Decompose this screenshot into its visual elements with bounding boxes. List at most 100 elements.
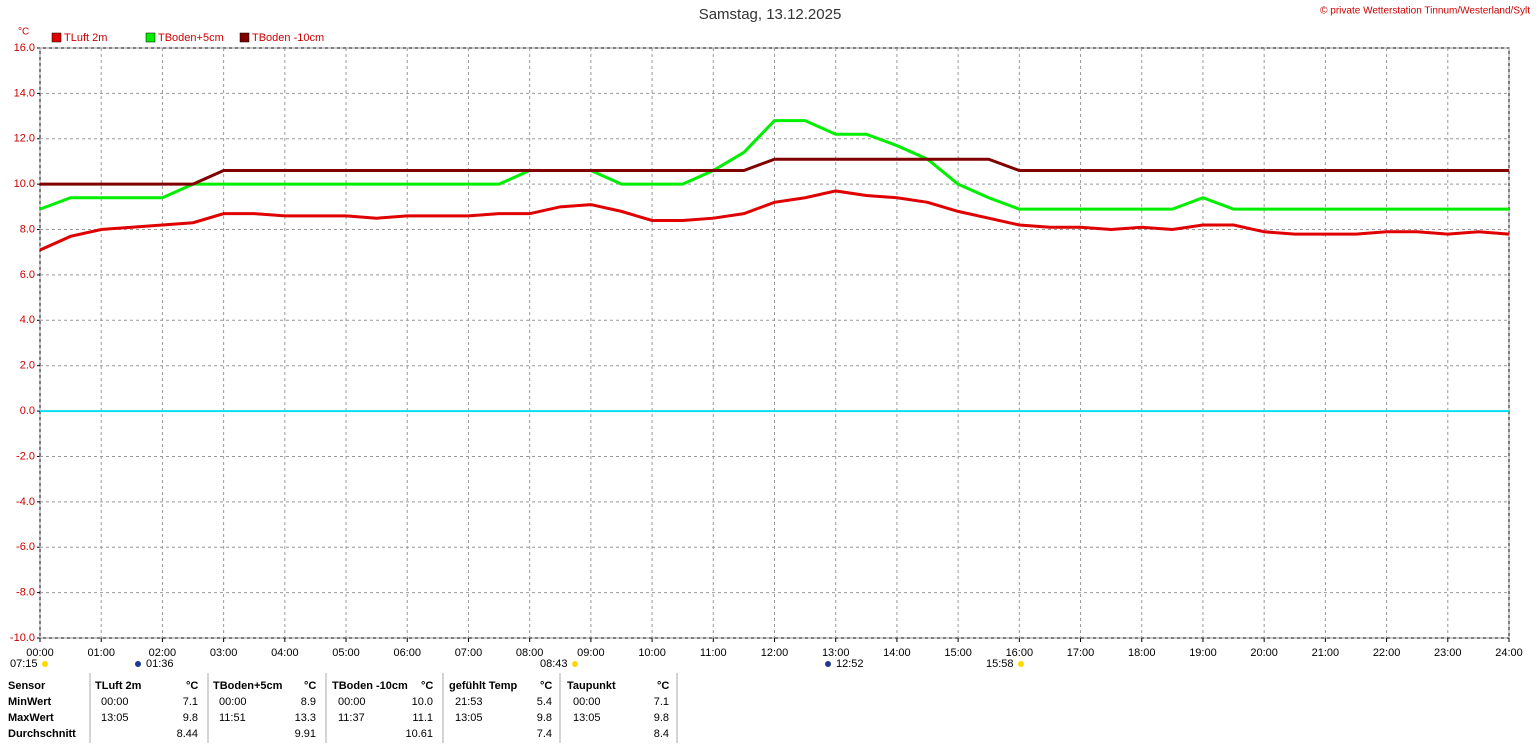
x-tick-label: 13:00: [822, 647, 850, 659]
table-cell: 9.8: [654, 712, 669, 724]
table-cell: 9.8: [183, 712, 198, 724]
x-tick-label: 21:00: [1312, 647, 1340, 659]
sun-icon: [572, 661, 578, 667]
table-header: °C: [304, 680, 316, 692]
table-header: TLuft 2m: [95, 680, 142, 692]
sun-annotation: 15:58: [986, 658, 1014, 670]
table-cell: 10.0: [412, 696, 433, 708]
x-tick-label: 17:00: [1067, 647, 1095, 659]
x-tick-label: 10:00: [638, 647, 666, 659]
chart-title: Samstag, 13.12.2025: [699, 6, 842, 23]
sun-icon: [825, 661, 831, 667]
y-tick-label: 10.0: [14, 178, 35, 190]
y-tick-label: 12.0: [14, 133, 35, 145]
legend-label: TBoden -10cm: [252, 32, 324, 44]
table-cell: 7.4: [537, 728, 552, 740]
table-cell: 10.61: [405, 728, 433, 740]
table-cell: 13:05: [101, 712, 129, 724]
x-tick-label: 04:00: [271, 647, 299, 659]
sun-annotation: 07:15: [10, 658, 38, 670]
legend-swatch: [51, 32, 62, 43]
table-cell: 9.91: [295, 728, 316, 740]
sun-annotation: 12:52: [836, 658, 864, 670]
series-line: [39, 119, 1509, 211]
x-tick-label: 12:00: [761, 647, 789, 659]
x-tick-label: 06:00: [393, 647, 421, 659]
x-tick-label: 05:00: [332, 647, 360, 659]
sun-annotation: 01:36: [146, 658, 174, 670]
series-line: [40, 157, 1509, 186]
x-tick-label: 03:00: [210, 647, 238, 659]
x-tick-label: 24:00: [1495, 647, 1523, 659]
x-tick-label: 16:00: [1006, 647, 1034, 659]
x-tick-label: 14:00: [883, 647, 911, 659]
legend-swatch: [145, 32, 156, 43]
y-tick-label: 0.0: [20, 405, 35, 417]
sun-icon: [42, 661, 48, 667]
table-cell: 00:00: [101, 696, 129, 708]
y-tick-label: 8.0: [20, 223, 35, 235]
table-header: Taupunkt: [567, 680, 616, 692]
table-cell: 8.44: [177, 728, 198, 740]
x-tick-label: 02:00: [149, 647, 177, 659]
table-header: gefühlt Temp: [449, 680, 518, 692]
row-label: Durchschnitt: [8, 728, 76, 740]
table-cell: 7.1: [654, 696, 669, 708]
x-tick-label: 08:00: [516, 647, 544, 659]
table-cell: 5.4: [537, 696, 552, 708]
y-tick-label: 4.0: [20, 314, 35, 326]
x-tick-label: 23:00: [1434, 647, 1462, 659]
table-header: °C: [186, 680, 198, 692]
x-tick-label: 00:00: [26, 647, 54, 659]
row-label: MinWert: [8, 696, 52, 708]
sun-icon: [1018, 661, 1024, 667]
legend-swatch: [239, 32, 250, 43]
y-tick-label: 6.0: [20, 269, 35, 281]
table-cell: 00:00: [338, 696, 366, 708]
table-header: °C: [657, 680, 669, 692]
x-tick-label: 20:00: [1250, 647, 1278, 659]
table-cell: 13:05: [573, 712, 601, 724]
y-tick-label: -8.0: [16, 587, 35, 599]
y-tick-label: -6.0: [16, 541, 35, 553]
sun-icon: [135, 661, 141, 667]
table-header: °C: [421, 680, 433, 692]
table-cell: 8.4: [654, 728, 669, 740]
x-tick-label: 18:00: [1128, 647, 1156, 659]
series-line: [39, 189, 1510, 252]
table-cell: 00:00: [219, 696, 247, 708]
table-header: Sensor: [8, 680, 46, 692]
y-tick-label: -10.0: [10, 632, 35, 644]
y-tick-label: 2.0: [20, 360, 35, 372]
table-header: °C: [540, 680, 552, 692]
y-tick-label: -2.0: [16, 450, 35, 462]
table-cell: 7.1: [183, 696, 198, 708]
sun-annotation: 08:43: [540, 658, 568, 670]
x-tick-label: 09:00: [577, 647, 605, 659]
row-label: MaxWert: [8, 712, 54, 724]
table-cell: 13.3: [295, 712, 316, 724]
table-cell: 8.9: [301, 696, 316, 708]
x-tick-label: 19:00: [1189, 647, 1217, 659]
x-tick-label: 07:00: [455, 647, 483, 659]
y-tick-label: 16.0: [14, 42, 35, 54]
x-tick-label: 22:00: [1373, 647, 1401, 659]
y-tick-label: 14.0: [14, 87, 35, 99]
x-tick-label: 11:00: [700, 647, 727, 659]
table-cell: 11.1: [412, 712, 433, 724]
table-cell: 11:51: [219, 712, 246, 724]
table-cell: 9.8: [537, 712, 552, 724]
copyright: © private Wetterstation Tinnum/Westerlan…: [1320, 6, 1530, 17]
legend-label: TBoden+5cm: [158, 32, 224, 44]
x-tick-label: 01:00: [87, 647, 115, 659]
y-unit: °C: [18, 27, 29, 38]
table-header: TBoden+5cm: [213, 680, 283, 692]
table-header: TBoden -10cm: [332, 680, 408, 692]
y-tick-label: -4.0: [16, 496, 35, 508]
table-cell: 21:53: [455, 696, 483, 708]
table-cell: 00:00: [573, 696, 601, 708]
x-tick-label: 15:00: [944, 647, 972, 659]
legend-label: TLuft 2m: [64, 32, 107, 44]
table-cell: 13:05: [455, 712, 483, 724]
